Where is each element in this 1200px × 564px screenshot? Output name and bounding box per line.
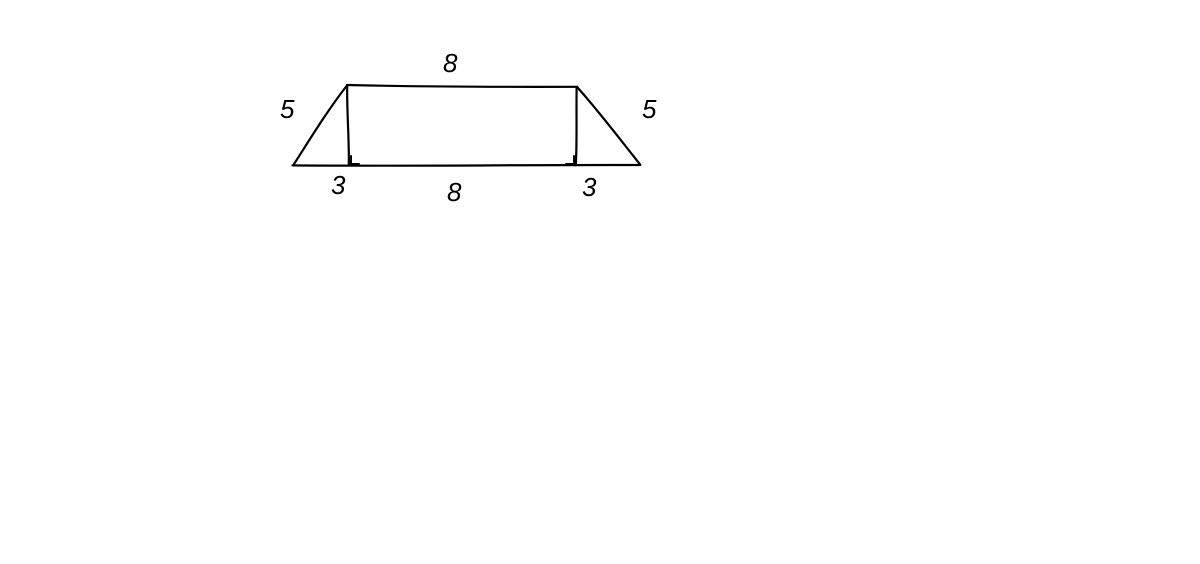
label-right-5: 5 [642, 94, 656, 125]
sketch-canvas [0, 0, 1200, 564]
label-left-5: 5 [280, 94, 294, 125]
label-bottom-right-3: 3 [582, 172, 596, 203]
edge-C-D [577, 87, 640, 165]
right-angle-tick [566, 156, 574, 164]
altitude-B-P [347, 85, 349, 165]
edge-D-A [293, 165, 641, 166]
label-bottom-mid-8: 8 [447, 177, 461, 208]
altitude-C-Q [576, 87, 577, 165]
label-bottom-left-3: 3 [331, 170, 345, 201]
edge-A-B [293, 85, 347, 165]
right-angle-tick [351, 156, 359, 164]
label-top-8: 8 [443, 48, 457, 79]
edge-B-C [347, 85, 577, 87]
